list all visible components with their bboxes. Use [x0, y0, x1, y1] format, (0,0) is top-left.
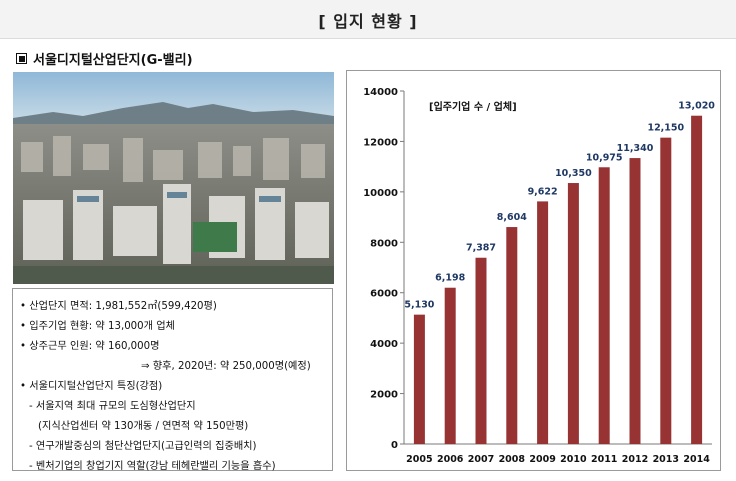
- data-label-2007: 7,387: [466, 243, 496, 254]
- data-label-2010: 10,350: [555, 168, 592, 179]
- bar-2007: [475, 257, 487, 444]
- title-bar: [0, 0, 736, 39]
- info-item-feature-3: - 벤처기업의 창업기지 역할(강남 테헤란밸리 기능을 흡수): [29, 461, 276, 472]
- y-tick-label: 8000: [370, 238, 398, 249]
- data-label-2012: 11,340: [617, 143, 654, 154]
- x-tick-label-2006: 2006: [437, 454, 464, 465]
- bar-2010: [567, 183, 579, 444]
- x-tick-label-2014: 2014: [683, 454, 710, 465]
- x-tick-label-2008: 2008: [499, 454, 526, 465]
- section-title: 서울디지털산업단지(G-밸리): [16, 49, 193, 68]
- data-label-2011: 10,975: [586, 152, 623, 163]
- bar-2006: [444, 287, 456, 444]
- bar-2014: [691, 115, 703, 445]
- section-title-text: 서울디지털산업단지(G-밸리): [33, 53, 193, 68]
- chart-title: [입주기업 수 / 업체]: [429, 100, 517, 113]
- info-item-feature-1-detail: (지식산업센터 약 130개동 / 연면적 약 150만평): [38, 421, 249, 432]
- info-item-feature-2: - 연구개발중심의 첨단산업단지(고급인력의 집중배치): [29, 441, 257, 452]
- aerial-photo-image: [13, 72, 334, 284]
- info-list: • 산업단지 면적: 1,981,552㎡(599,420평) • 입주기업 현…: [20, 297, 311, 477]
- y-tick-label: 4000: [370, 339, 398, 350]
- y-tick-label: 12000: [363, 137, 398, 148]
- data-label-2014: 13,020: [678, 101, 715, 112]
- data-label-2009: 9,622: [528, 186, 558, 197]
- info-item-companies: • 입주기업 현황: 약 13,000개 업체: [20, 321, 176, 332]
- bar-2008: [506, 227, 518, 444]
- info-item-future: ⇒ 향후, 2020년: 약 250,000명(예정): [141, 361, 311, 372]
- y-tick-label: 2000: [370, 390, 398, 401]
- aerial-photo: [13, 72, 334, 284]
- data-label-2008: 8,604: [497, 212, 527, 223]
- x-tick-label-2005: 2005: [406, 454, 432, 465]
- info-box: • 산업단지 면적: 1,981,552㎡(599,420평) • 입주기업 현…: [12, 288, 333, 472]
- bar-2009: [537, 201, 549, 444]
- page-title: [ 입지 현황 ]: [318, 12, 418, 31]
- x-tick-label-2011: 2011: [591, 454, 617, 465]
- data-label-2005: 5,130: [404, 300, 434, 311]
- info-item-area: • 산업단지 면적: 1,981,552㎡(599,420평): [20, 301, 217, 312]
- y-tick-label: 10000: [363, 188, 398, 199]
- x-tick-label-2009: 2009: [529, 454, 555, 465]
- chart-box: 0 2000 4000 6000 8000 10000 12000 14000 5,130 20…: [346, 70, 721, 471]
- data-label-2013: 12,150: [647, 123, 684, 134]
- info-item-features: • 서울디지털산업단지 특징(강점): [20, 381, 163, 392]
- bar-2013: [660, 137, 672, 444]
- bar-2012: [629, 158, 641, 444]
- x-tick-label-2007: 2007: [468, 454, 494, 465]
- bar-2005: [413, 314, 425, 444]
- y-tick-label: 0: [391, 440, 398, 451]
- x-tick-label-2010: 2010: [560, 454, 587, 465]
- x-tick-label-2013: 2013: [653, 454, 679, 465]
- x-tick-label-2012: 2012: [622, 454, 648, 465]
- square-bullet-icon: [16, 53, 27, 64]
- data-label-2006: 6,198: [435, 273, 465, 284]
- info-item-feature-1: - 서울지역 최대 규모의 도심형산업단지: [29, 401, 196, 412]
- y-tick-label: 14000: [363, 87, 398, 98]
- bar-chart: 0 2000 4000 6000 8000 10000 12000 14000 5,130 20…: [363, 87, 715, 465]
- y-tick-label: 6000: [370, 289, 398, 300]
- bar-2011: [598, 167, 610, 444]
- info-item-workers: • 상주근무 인원: 약 160,000명: [20, 341, 160, 352]
